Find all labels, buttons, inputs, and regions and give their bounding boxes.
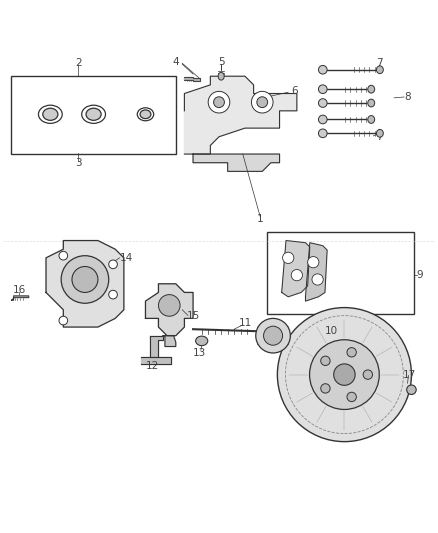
Circle shape	[318, 99, 327, 107]
Text: 2: 2	[75, 58, 82, 68]
Polygon shape	[145, 284, 193, 336]
Text: 13: 13	[193, 348, 206, 358]
Text: 17: 17	[403, 370, 416, 381]
Circle shape	[312, 274, 323, 285]
Circle shape	[318, 115, 327, 124]
Ellipse shape	[140, 110, 151, 119]
Circle shape	[61, 256, 109, 303]
Ellipse shape	[39, 105, 62, 123]
Circle shape	[347, 348, 357, 357]
Text: 9: 9	[417, 270, 424, 280]
Ellipse shape	[368, 116, 374, 123]
Circle shape	[159, 295, 180, 316]
Ellipse shape	[86, 108, 101, 120]
Circle shape	[214, 97, 224, 108]
Text: 6: 6	[291, 86, 298, 96]
Polygon shape	[11, 296, 29, 300]
Ellipse shape	[82, 105, 106, 123]
Bar	[267, 232, 413, 314]
Circle shape	[318, 85, 327, 93]
Ellipse shape	[376, 130, 383, 137]
Circle shape	[321, 384, 330, 393]
Circle shape	[277, 308, 411, 442]
Circle shape	[321, 356, 330, 366]
Polygon shape	[46, 240, 124, 327]
Ellipse shape	[218, 72, 224, 80]
Text: 10: 10	[325, 326, 338, 336]
Text: 4: 4	[173, 57, 179, 67]
Text: 16: 16	[13, 285, 26, 295]
Text: 7: 7	[376, 132, 382, 142]
Polygon shape	[305, 243, 327, 301]
Text: 14: 14	[120, 253, 133, 263]
Bar	[11, 76, 176, 154]
Text: 12: 12	[145, 361, 159, 371]
Circle shape	[256, 318, 290, 353]
Circle shape	[251, 91, 273, 113]
Ellipse shape	[196, 336, 208, 345]
Circle shape	[59, 252, 67, 260]
Ellipse shape	[368, 85, 374, 93]
Circle shape	[363, 370, 373, 379]
Polygon shape	[282, 240, 310, 297]
Ellipse shape	[368, 99, 374, 107]
Circle shape	[347, 392, 357, 401]
Circle shape	[72, 266, 98, 293]
Ellipse shape	[137, 108, 154, 121]
Text: 8: 8	[404, 92, 410, 102]
Ellipse shape	[43, 108, 58, 120]
Text: 15: 15	[187, 311, 200, 321]
Circle shape	[109, 290, 117, 299]
Circle shape	[310, 340, 379, 409]
Circle shape	[264, 326, 283, 345]
Polygon shape	[193, 154, 279, 172]
Circle shape	[334, 364, 355, 385]
Circle shape	[318, 66, 327, 74]
Circle shape	[318, 129, 327, 138]
Text: 7: 7	[376, 58, 382, 68]
Text: 11: 11	[238, 318, 251, 328]
Polygon shape	[163, 336, 176, 346]
Circle shape	[59, 316, 67, 325]
Polygon shape	[184, 76, 297, 154]
Text: 5: 5	[218, 57, 224, 67]
Text: 1: 1	[257, 214, 263, 224]
Polygon shape	[141, 357, 171, 364]
Circle shape	[257, 97, 268, 108]
Circle shape	[307, 256, 319, 268]
Polygon shape	[184, 77, 200, 82]
Ellipse shape	[406, 385, 416, 394]
Ellipse shape	[376, 66, 383, 74]
Circle shape	[109, 260, 117, 269]
Text: 3: 3	[75, 158, 82, 168]
Circle shape	[208, 91, 230, 113]
Polygon shape	[150, 336, 163, 357]
Circle shape	[291, 270, 303, 281]
Circle shape	[283, 252, 294, 263]
